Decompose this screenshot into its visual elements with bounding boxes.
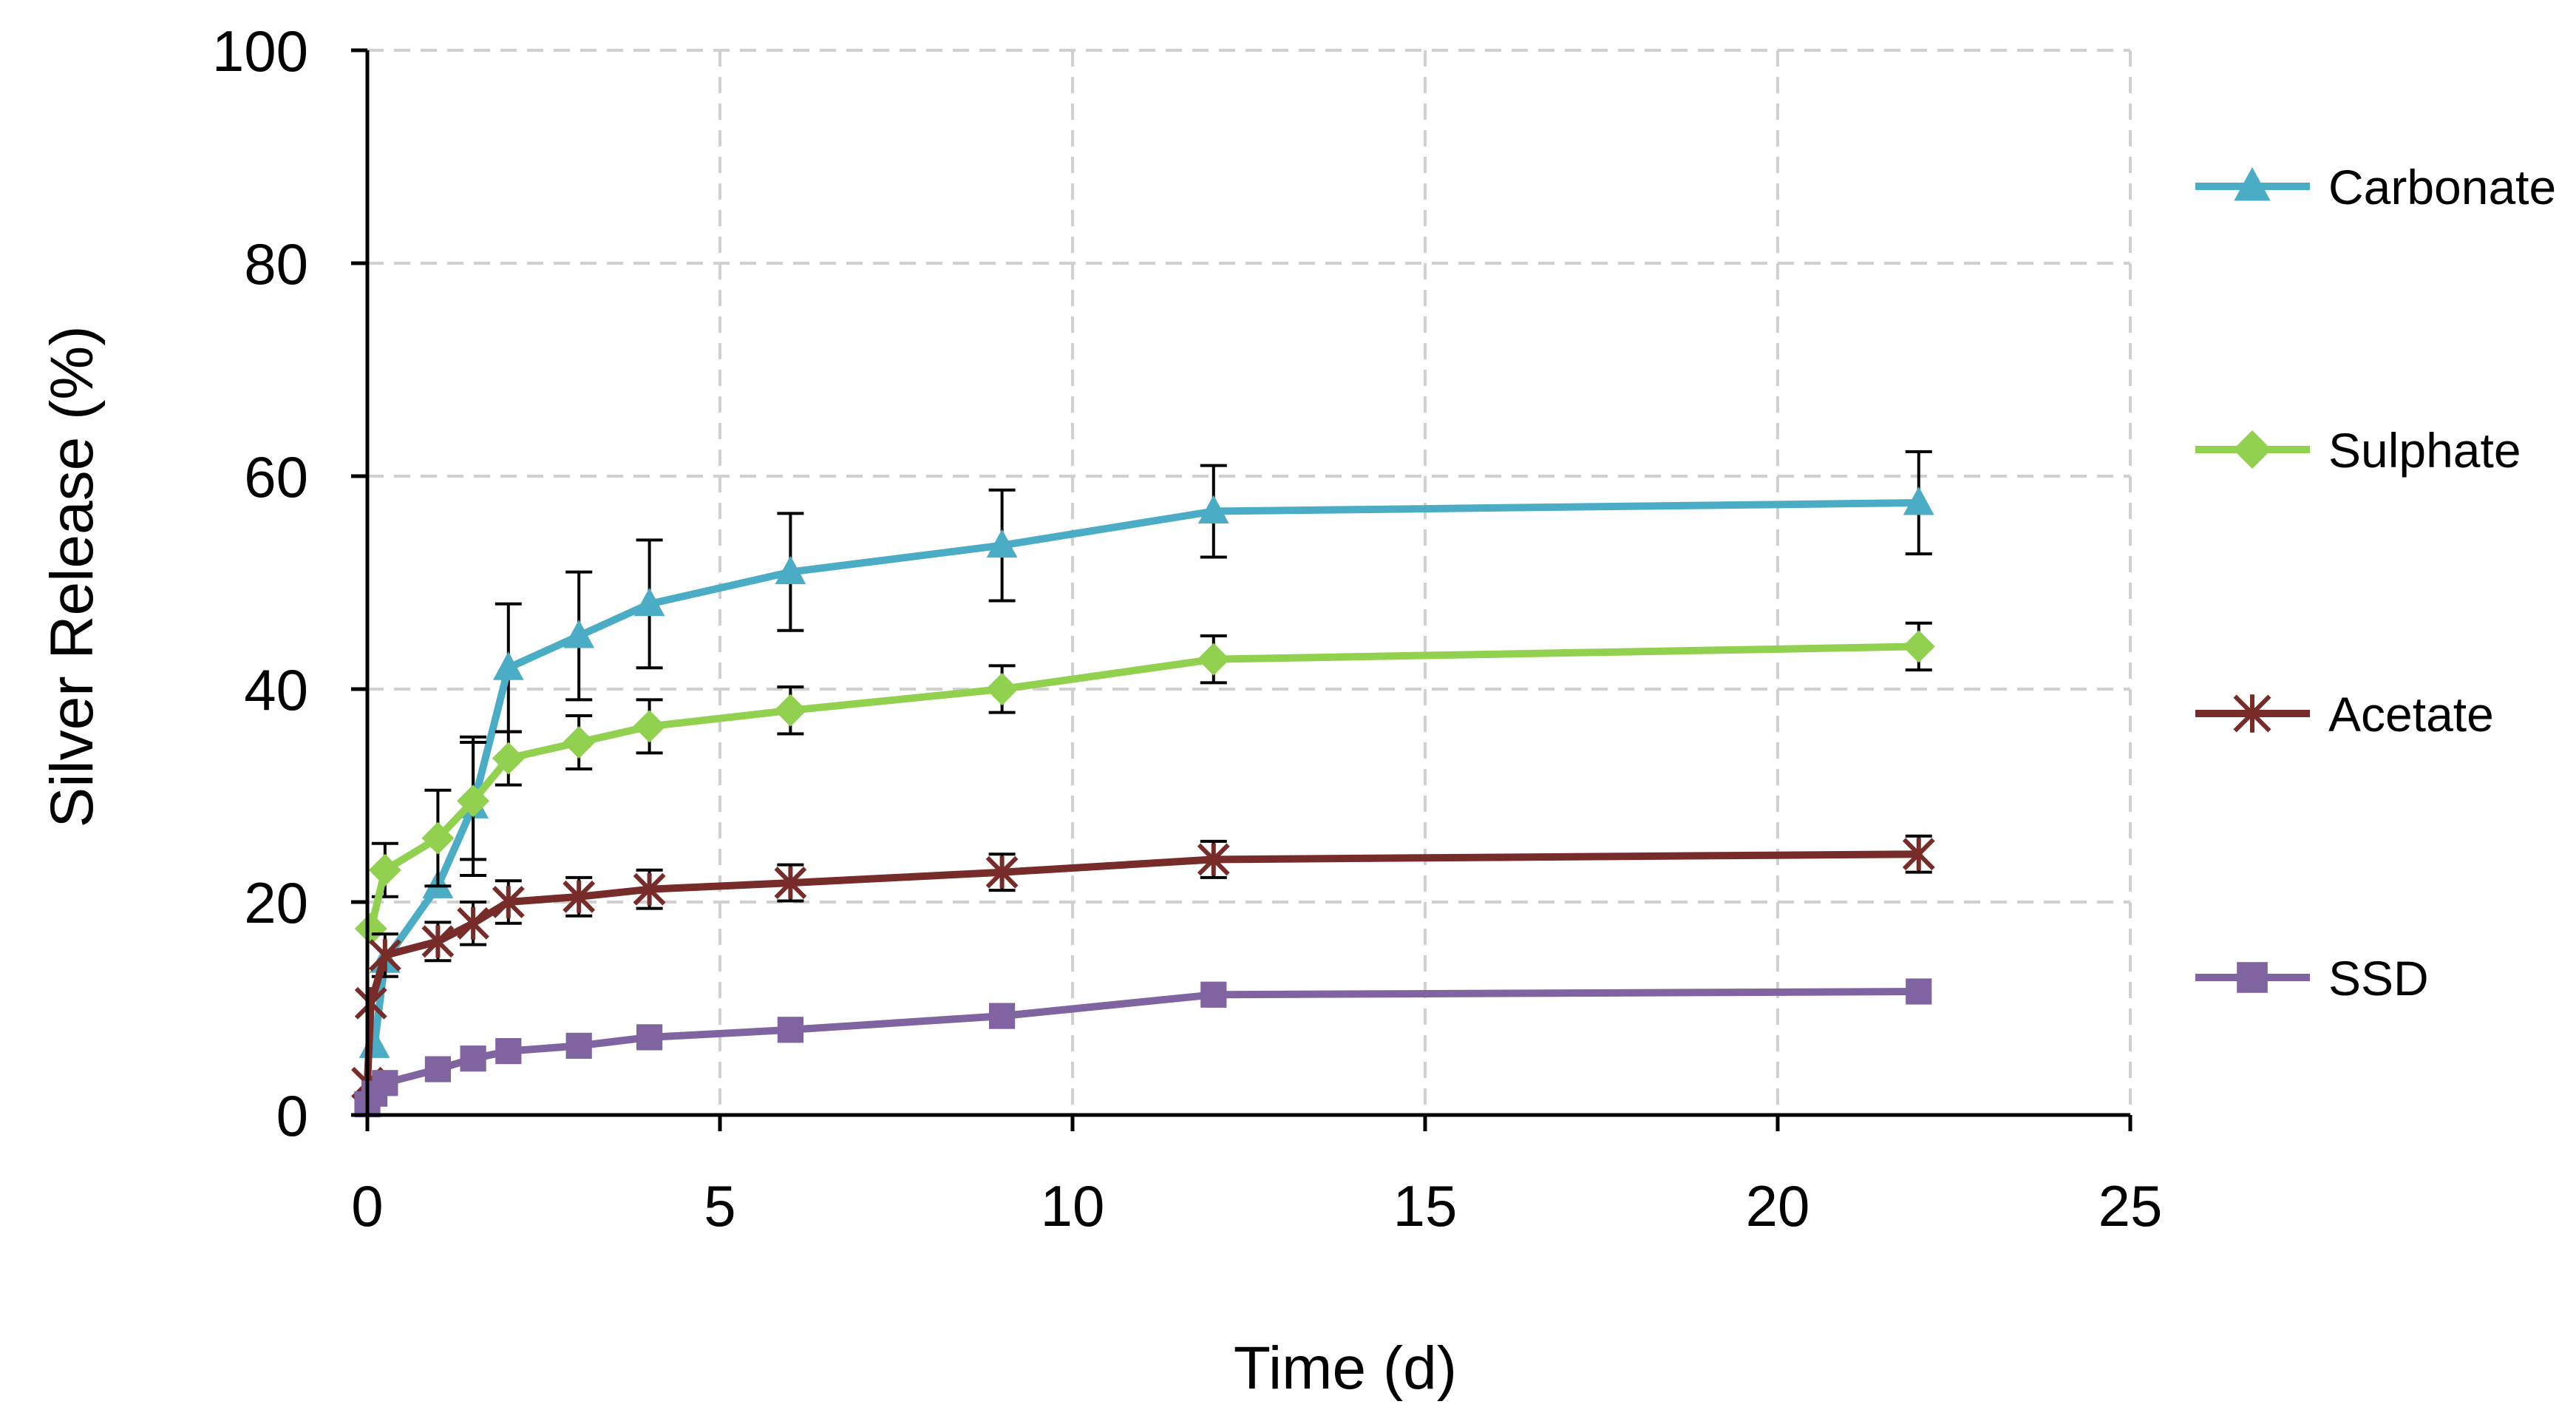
data-point xyxy=(424,1056,451,1082)
data-point xyxy=(1197,643,1230,676)
data-point xyxy=(633,872,666,906)
legend-item-carbonate: Carbonate xyxy=(2195,160,2556,214)
gridlines xyxy=(367,49,2132,1115)
legend-label: Acetate xyxy=(2328,687,2494,742)
data-point xyxy=(563,620,595,648)
legend-marker xyxy=(2234,167,2271,201)
data-point xyxy=(774,867,807,900)
data-point xyxy=(1906,978,1932,1005)
legend-marker xyxy=(2233,694,2271,733)
data-point xyxy=(1197,843,1230,876)
data-point xyxy=(1197,495,1229,524)
data-point xyxy=(495,1038,522,1065)
data-point xyxy=(492,742,525,775)
data-point xyxy=(460,1045,486,1072)
data-point xyxy=(985,855,1019,889)
data-point xyxy=(354,912,387,945)
x-axis-title: Time (d) xyxy=(1234,1335,1457,1402)
data-point xyxy=(354,986,387,1020)
data-point xyxy=(421,821,455,855)
legend-marker xyxy=(2237,962,2268,993)
legend-label: Sulphate xyxy=(2328,423,2521,478)
data-point xyxy=(1903,487,1934,515)
series-line xyxy=(364,850,1923,1087)
legend-item-acetate: Acetate xyxy=(2195,687,2494,742)
series-carbonate xyxy=(358,450,1934,1058)
legend-item-sulphate: Sulphate xyxy=(2195,423,2521,478)
y-tick-label: 20 xyxy=(244,870,308,935)
data-point xyxy=(775,555,806,585)
series-ssd xyxy=(354,978,1932,1118)
legend-label: Carbonate xyxy=(2328,160,2556,214)
axes: 0 20 40 60 80 100 0 5 10 15 20 25 xyxy=(212,18,2163,1238)
data-point xyxy=(492,886,525,918)
data-point xyxy=(777,1017,803,1043)
series-layer xyxy=(351,450,1935,1118)
data-point xyxy=(492,651,524,680)
legend-marker xyxy=(2233,430,2271,469)
y-tick-label: 0 xyxy=(276,1083,308,1148)
y-tick-label: 40 xyxy=(244,657,308,722)
data-point xyxy=(633,587,665,617)
data-point xyxy=(372,1070,398,1096)
data-point xyxy=(774,694,807,727)
data-point xyxy=(457,906,490,940)
series-sulphate xyxy=(354,621,1935,945)
x-tick-label: 5 xyxy=(704,1173,735,1238)
data-point xyxy=(633,710,666,743)
data-point xyxy=(368,939,401,972)
y-tick-label: 80 xyxy=(244,231,308,296)
legend-label: SSD xyxy=(2328,951,2429,1006)
y-tick-label: 100 xyxy=(212,18,308,84)
x-tick-label: 20 xyxy=(1746,1173,1810,1238)
x-tick-label: 10 xyxy=(1041,1173,1105,1238)
data-point xyxy=(457,784,490,818)
data-point xyxy=(1902,838,1935,871)
data-point xyxy=(636,1024,663,1051)
data-point xyxy=(563,880,596,913)
y-tick-label: 60 xyxy=(244,444,308,509)
x-tick-label: 15 xyxy=(1393,1173,1458,1238)
data-point xyxy=(989,1003,1016,1029)
data-point xyxy=(565,1032,592,1059)
x-tick-label: 0 xyxy=(351,1173,383,1238)
data-point xyxy=(985,673,1019,705)
data-point xyxy=(1902,630,1935,663)
series-acetate xyxy=(351,834,1935,1099)
x-tick-label: 25 xyxy=(2098,1173,2163,1238)
data-point xyxy=(563,726,596,759)
data-point xyxy=(368,853,401,887)
legend-item-ssd: SSD xyxy=(2195,951,2429,1006)
data-point xyxy=(1200,981,1227,1008)
data-point xyxy=(421,925,455,958)
legend: Carbonate Sulphate Acetate SSD xyxy=(2195,160,2556,1006)
y-axis-title: Silver Release (%) xyxy=(38,326,106,828)
data-point xyxy=(986,529,1018,558)
